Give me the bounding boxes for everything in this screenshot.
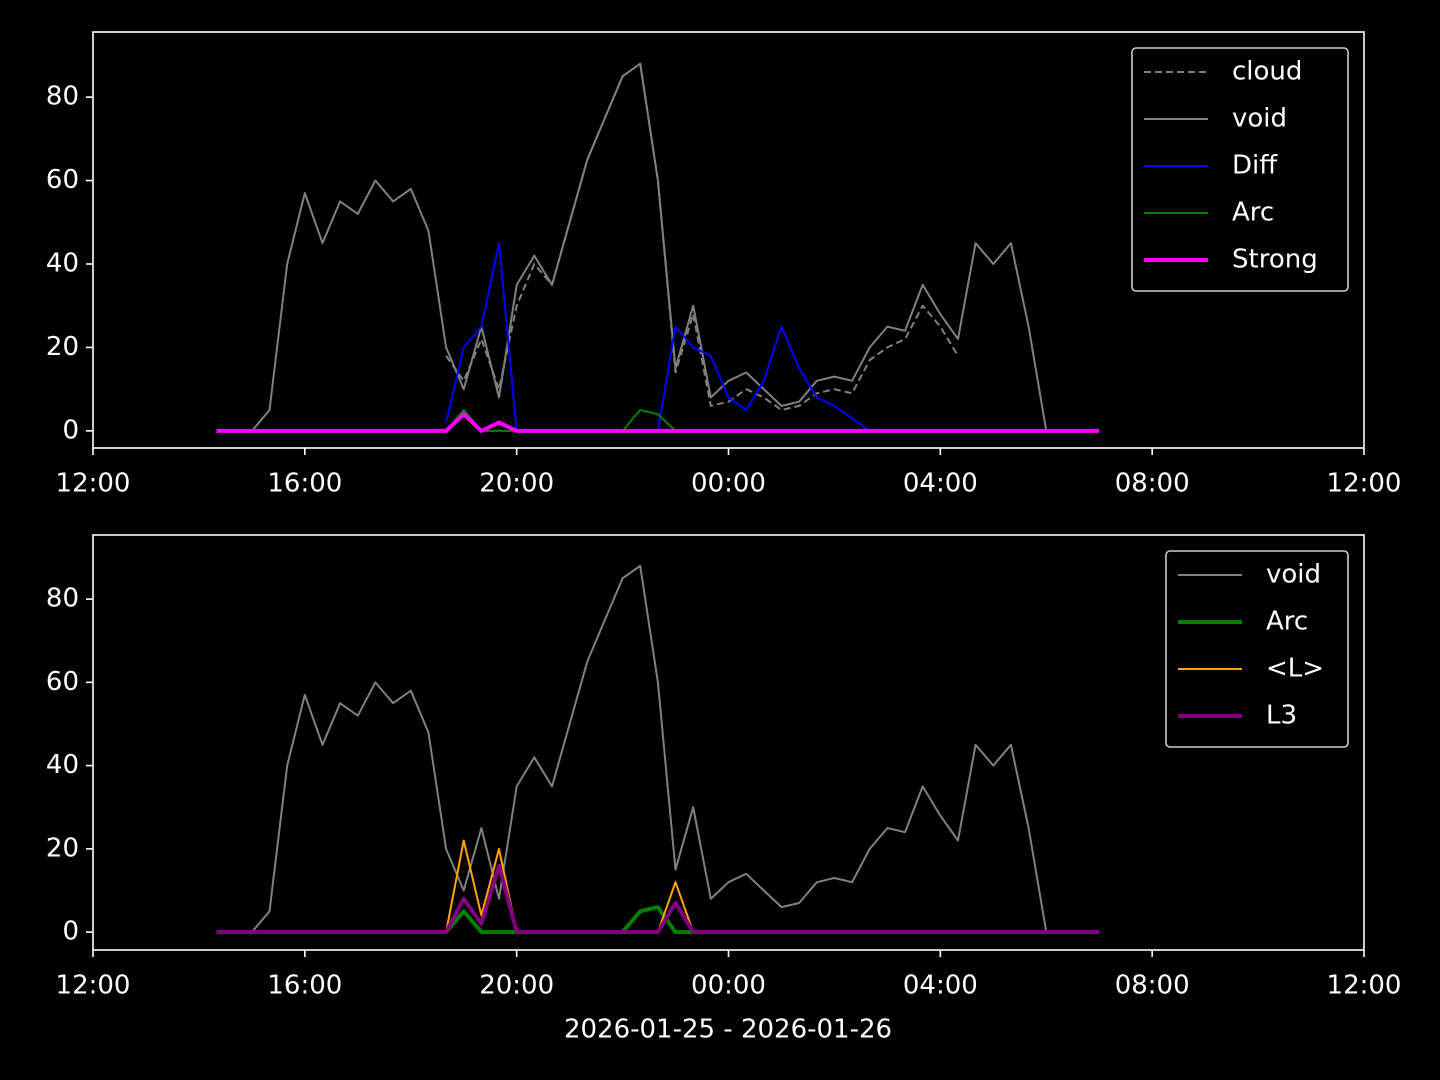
- series-line: [445, 62, 959, 411]
- series-line: [216, 863, 1100, 935]
- legend-label: L3: [1266, 701, 1297, 731]
- x-tick-label: 12:00: [1327, 469, 1402, 499]
- y-tick-label: 60: [46, 165, 79, 195]
- x-tick-label: 16:00: [267, 971, 342, 1001]
- legend-box: [1131, 47, 1349, 292]
- y-tick-label: 20: [46, 833, 79, 863]
- series-line: [445, 242, 871, 432]
- x-tick-label: 08:00: [1115, 469, 1190, 499]
- legend-label: Strong: [1232, 245, 1318, 275]
- x-tick-label: 04:00: [903, 469, 978, 499]
- series-line: [216, 62, 1100, 432]
- x-tick-label: 12:00: [56, 971, 131, 1001]
- legend-label: Diff: [1232, 151, 1278, 181]
- legend-label: void: [1232, 104, 1287, 134]
- legend-label: void: [1266, 560, 1321, 590]
- y-tick-label: 80: [46, 584, 79, 614]
- legend-label: cloud: [1232, 57, 1302, 87]
- y-tick-label: 20: [46, 332, 79, 362]
- y-tick-label: 0: [62, 415, 79, 445]
- x-tick-label: 12:00: [1327, 971, 1402, 1001]
- legend-label: Arc: [1266, 607, 1308, 637]
- y-tick-label: 40: [46, 248, 79, 278]
- y-tick-label: 0: [62, 917, 79, 947]
- x-tick-label: 20:00: [479, 469, 554, 499]
- series-line: [216, 839, 1100, 934]
- y-tick-label: 80: [46, 82, 79, 112]
- x-tick-label: 04:00: [903, 971, 978, 1001]
- y-tick-label: 60: [46, 667, 79, 697]
- axes-frame: [92, 31, 1365, 449]
- series-line: [216, 412, 1100, 433]
- x-tick-label: 20:00: [479, 971, 554, 1001]
- y-tick-label: 40: [46, 750, 79, 780]
- legend-box: [1165, 550, 1349, 748]
- axes-frame: [92, 534, 1365, 951]
- x-tick-label: 08:00: [1115, 971, 1190, 1001]
- series-line: [216, 564, 1100, 934]
- x-tick-label: 12:00: [56, 469, 131, 499]
- x-axis-label: 2026-01-25 - 2026-01-26: [564, 1015, 892, 1045]
- legend-label: Arc: [1232, 198, 1274, 228]
- legend-label: <L>: [1266, 654, 1324, 684]
- x-tick-label: 00:00: [691, 469, 766, 499]
- x-tick-label: 00:00: [691, 971, 766, 1001]
- x-tick-label: 16:00: [267, 469, 342, 499]
